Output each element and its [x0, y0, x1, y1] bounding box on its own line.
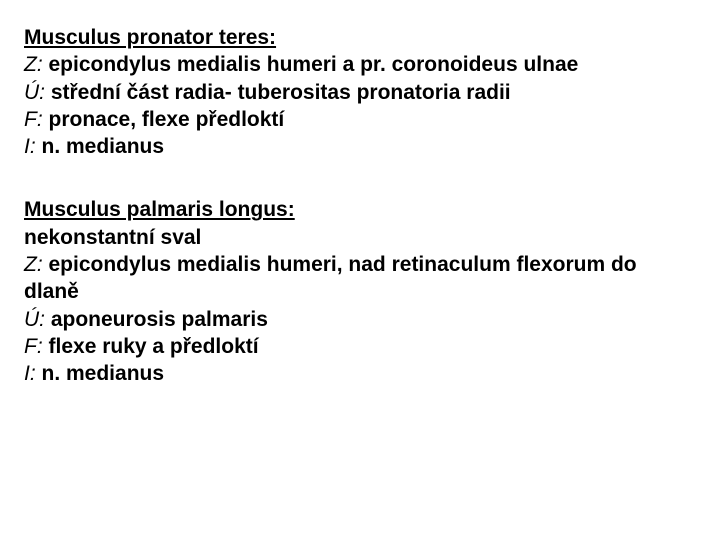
muscle-line: F: flexe ruky a předloktí — [24, 333, 696, 360]
line-text: aponeurosis palmaris — [45, 308, 268, 331]
line-text: pronace, flexe předloktí — [43, 108, 285, 131]
muscle-title: Musculus pronator teres: — [24, 24, 696, 51]
line-label: Ú: — [24, 81, 45, 104]
line-text: n. medianus — [36, 362, 164, 385]
line-label: I: — [24, 362, 36, 385]
muscle-block-0: Musculus pronator teres: Z: epicondylus … — [24, 24, 696, 160]
muscle-line: Ú: střední část radia- tuberositas prona… — [24, 79, 696, 106]
page: Musculus pronator teres: Z: epicondylus … — [0, 0, 720, 388]
line-text: epicondylus medialis humeri a pr. corono… — [43, 53, 579, 76]
muscle-line: I: n. medianus — [24, 133, 696, 160]
line-text: nekonstantní sval — [24, 226, 201, 249]
line-text: flexe ruky a předloktí — [43, 335, 259, 358]
muscle-title: Musculus palmaris longus: — [24, 196, 696, 223]
line-label: I: — [24, 135, 36, 158]
muscle-block-1: Musculus palmaris longus: nekonstantní s… — [24, 196, 696, 387]
line-text: epicondylus medialis humeri, nad retinac… — [24, 253, 637, 303]
muscle-line: I: n. medianus — [24, 360, 696, 387]
line-label: Z: — [24, 53, 43, 76]
line-label: F: — [24, 335, 43, 358]
muscle-line: nekonstantní sval — [24, 224, 696, 251]
line-text: střední část radia- tuberositas pronator… — [45, 81, 511, 104]
line-label: F: — [24, 108, 43, 131]
line-label: Z: — [24, 253, 43, 276]
muscle-line: Z: epicondylus medialis humeri a pr. cor… — [24, 51, 696, 78]
muscle-line: F: pronace, flexe předloktí — [24, 106, 696, 133]
line-label: Ú: — [24, 308, 45, 331]
muscle-line: Ú: aponeurosis palmaris — [24, 306, 696, 333]
muscle-line: Z: epicondylus medialis humeri, nad reti… — [24, 251, 696, 306]
line-text: n. medianus — [36, 135, 164, 158]
